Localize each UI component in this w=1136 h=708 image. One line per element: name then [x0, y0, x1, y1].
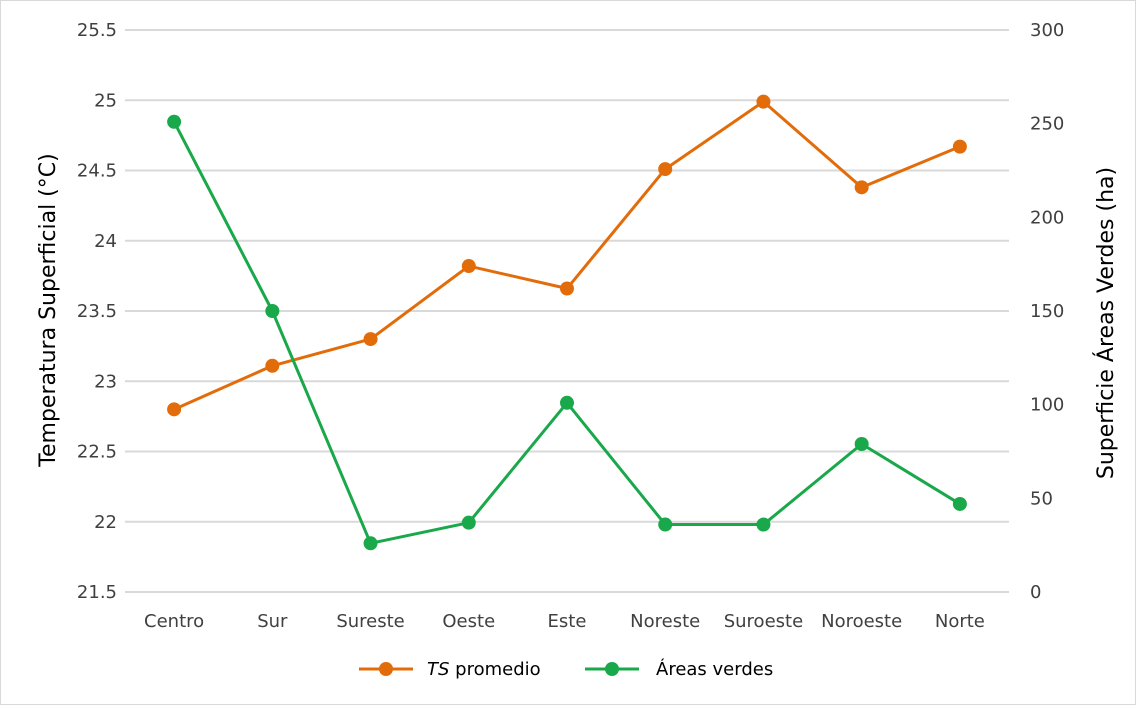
data-point — [854, 180, 869, 195]
series-layer — [167, 94, 967, 551]
legend-areas-marker — [605, 662, 619, 676]
right-tick-label: 300 — [1030, 20, 1064, 41]
category-tick-label: Noroeste — [821, 611, 902, 632]
right-axis-title: Superficie Áreas Verdes (ha) — [1093, 167, 1119, 479]
data-point — [756, 94, 771, 109]
category-tick-label: Norte — [935, 611, 985, 632]
left-tick-label: 23 — [94, 371, 117, 392]
left-axis-title: Temperatura Superficial (°C) — [36, 153, 61, 467]
legend-ts-rest: promedio — [449, 659, 540, 680]
left-tick-label: 21.5 — [77, 582, 117, 603]
data-point — [560, 281, 574, 296]
right-tick-label: 50 — [1030, 488, 1053, 509]
data-point — [560, 395, 574, 410]
left-tick-label: 23.5 — [77, 301, 117, 322]
data-point — [265, 304, 280, 318]
left-tick-label: 25.5 — [77, 20, 117, 41]
category-tick-label: Suroeste — [724, 611, 803, 632]
series-line — [172, 121, 961, 545]
left-tick-label: 24.5 — [77, 161, 117, 182]
category-tick-label: Noreste — [630, 611, 700, 632]
left-tick-label: 22.5 — [77, 442, 117, 463]
category-axis-ticks: Centro Sur Sureste Oeste Este Noreste Suroeste… — [144, 611, 985, 632]
data-point — [952, 139, 967, 154]
right-tick-label: 200 — [1030, 207, 1064, 228]
right-tick-label: 150 — [1030, 301, 1064, 322]
series-areas — [167, 114, 967, 551]
data-point — [854, 437, 869, 452]
right-tick-label: 250 — [1030, 114, 1064, 135]
right-tick-label: 100 — [1030, 395, 1064, 416]
legend-areas-label: Áreas verdes — [656, 658, 773, 680]
left-tick-label: 25 — [94, 90, 117, 111]
category-tick-label: Sureste — [336, 611, 404, 632]
data-point — [952, 496, 967, 511]
left-tick-label: 24 — [94, 231, 117, 252]
left-axis-ticks: 21.5 22 22.5 23 23.5 24 24.5 25 25.5 — [77, 20, 117, 603]
data-point — [363, 536, 378, 551]
category-tick-label: Oeste — [442, 611, 495, 632]
category-tick-label: Este — [548, 611, 587, 632]
data-point — [363, 332, 378, 347]
legend-item-ts[interactable]: TS promedio — [359, 659, 541, 680]
category-tick-label: Sur — [257, 611, 288, 632]
legend-ts-italic: TS — [427, 659, 449, 680]
legend-item-areas[interactable]: Áreas verdes — [585, 658, 773, 680]
legend-ts-label: TS promedio — [427, 659, 541, 680]
data-point — [658, 162, 673, 177]
series-ts — [167, 94, 967, 417]
legend-ts-marker — [379, 662, 393, 676]
data-point — [756, 517, 771, 532]
category-tick-label: Centro — [144, 611, 204, 632]
data-point — [461, 515, 476, 530]
gridlines — [125, 29, 1009, 593]
data-point — [461, 259, 476, 274]
series-line — [173, 100, 961, 411]
data-point — [265, 358, 280, 373]
right-tick-label: 0 — [1030, 582, 1041, 603]
left-tick-label: 22 — [94, 512, 117, 533]
legend: TS promedio Áreas verdes — [359, 658, 773, 680]
data-point — [658, 517, 673, 532]
data-point — [167, 402, 182, 417]
data-point — [167, 114, 182, 129]
right-axis-ticks: 0 50 100 150 200 250 300 — [1030, 20, 1064, 603]
